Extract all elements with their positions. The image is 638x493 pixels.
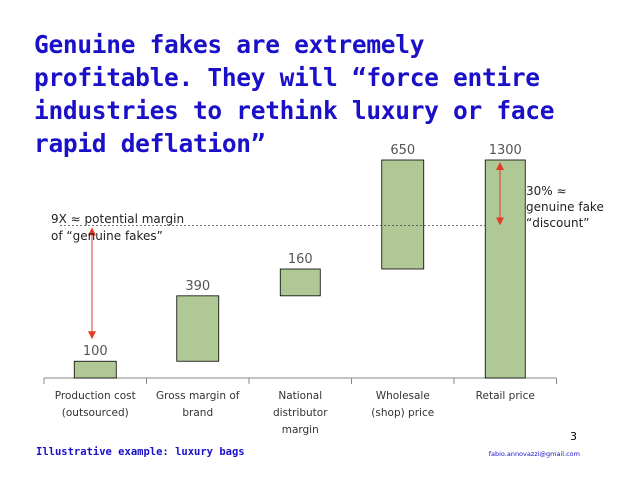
bar (73, 360, 117, 379)
annotation-margin: 9X ≈ potential margin (51, 212, 184, 226)
category-label: Retail price (476, 390, 535, 402)
category-label: Production cost (55, 390, 136, 402)
data-label: 650 (390, 143, 415, 158)
data-label: 100 (83, 344, 108, 359)
footer-note: Illustrative example: luxury bags (36, 446, 245, 458)
annotation-discount: 30% ≈ (526, 184, 567, 198)
bar (484, 159, 526, 379)
category-label: brand (182, 407, 213, 419)
category-label: margin (282, 424, 319, 436)
bar (381, 159, 425, 270)
bar (176, 295, 220, 362)
data-label: 1300 (489, 143, 522, 158)
category-label: (outsourced) (62, 407, 129, 419)
category-label: National (278, 390, 322, 402)
slide-title: Genuine fakes are extremely profitable. … (34, 30, 555, 158)
page-number: 3 (570, 430, 577, 443)
category-label: (shop) price (371, 407, 434, 419)
annotation-discount: genuine fake (526, 200, 604, 214)
annotation-discount: “discount” (526, 216, 590, 230)
annotation-margin: of “genuine fakes” (51, 229, 163, 243)
category-label: distributor (273, 407, 328, 419)
data-label: 160 (288, 252, 313, 267)
category-label: Wholesale (376, 390, 430, 402)
data-label: 390 (185, 279, 210, 294)
bar (279, 268, 321, 297)
category-label: Gross margin of (156, 390, 240, 402)
footer-email: fabio.annovazzi@gmail.com (488, 450, 580, 458)
